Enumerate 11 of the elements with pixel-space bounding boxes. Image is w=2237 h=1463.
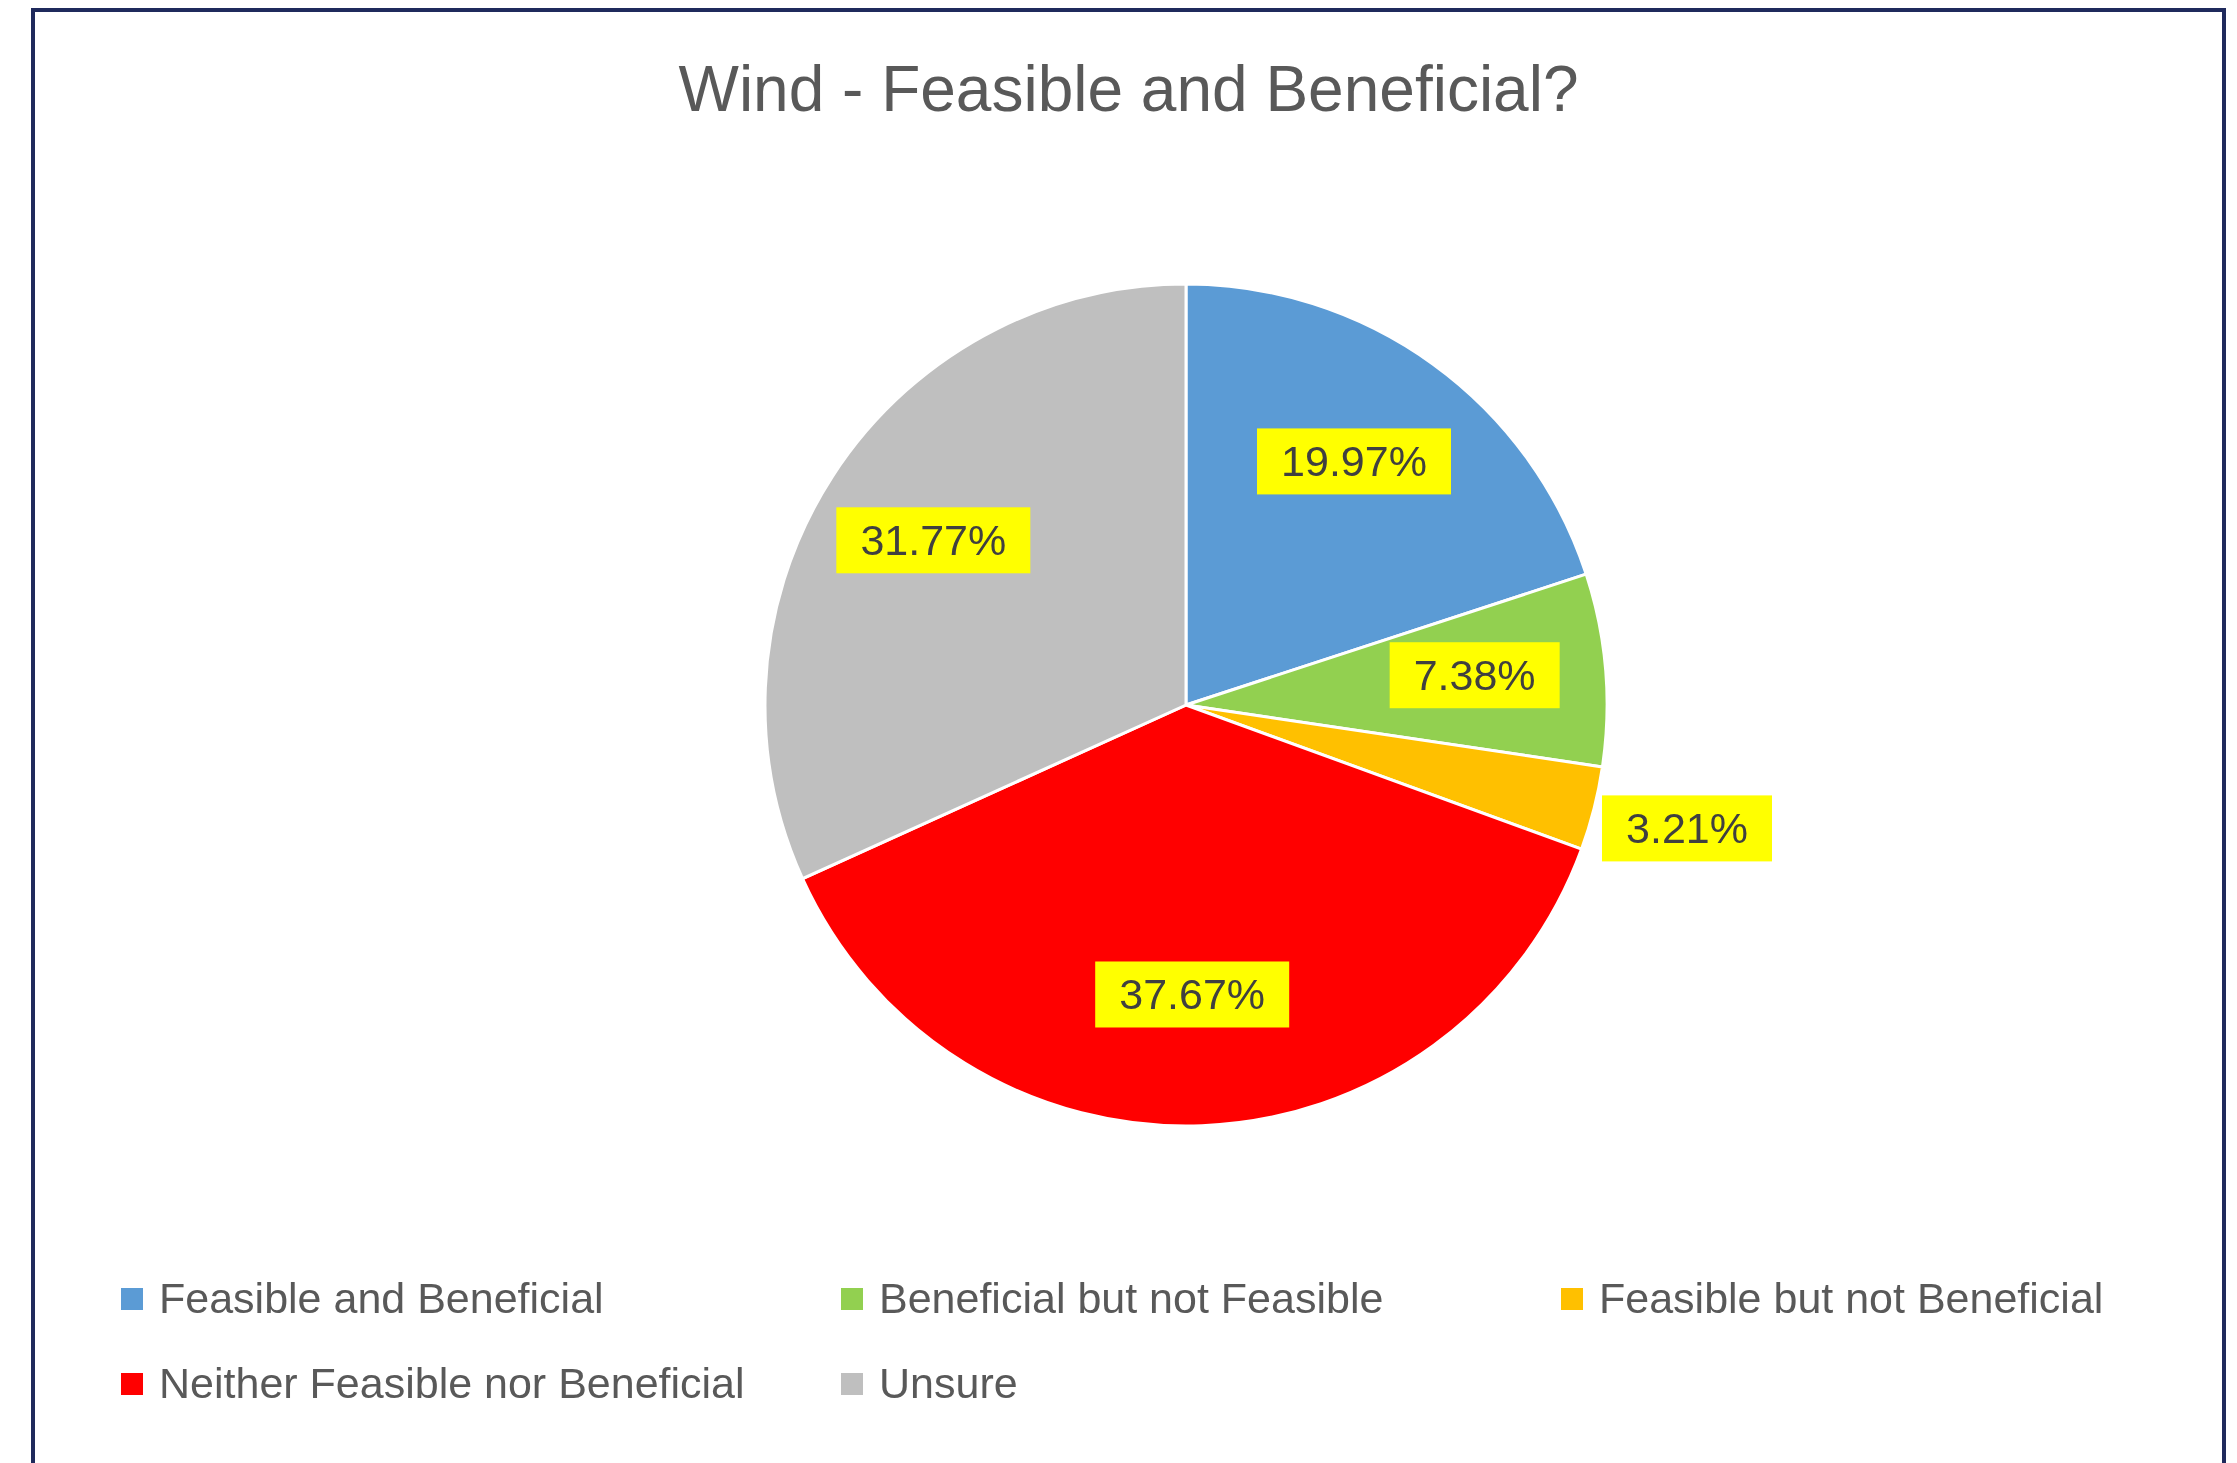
legend-label: Beneficial but not Feasible (879, 1274, 1384, 1323)
data-label: 37.67% (1119, 970, 1266, 1019)
legend-label: Feasible and Beneficial (159, 1274, 604, 1323)
data-label: 31.77% (860, 516, 1007, 565)
data-label: 3.21% (1626, 804, 1748, 853)
legend-label: Neither Feasible nor Beneficial (159, 1359, 745, 1408)
legend-label: Feasible but not Beneficial (1599, 1274, 2104, 1323)
data-label: 19.97% (1281, 437, 1427, 486)
data-label: 7.38% (1413, 651, 1536, 700)
chart-title: Wind - Feasible and Beneficial? (677, 52, 1580, 126)
legend-label: Unsure (879, 1359, 1018, 1408)
